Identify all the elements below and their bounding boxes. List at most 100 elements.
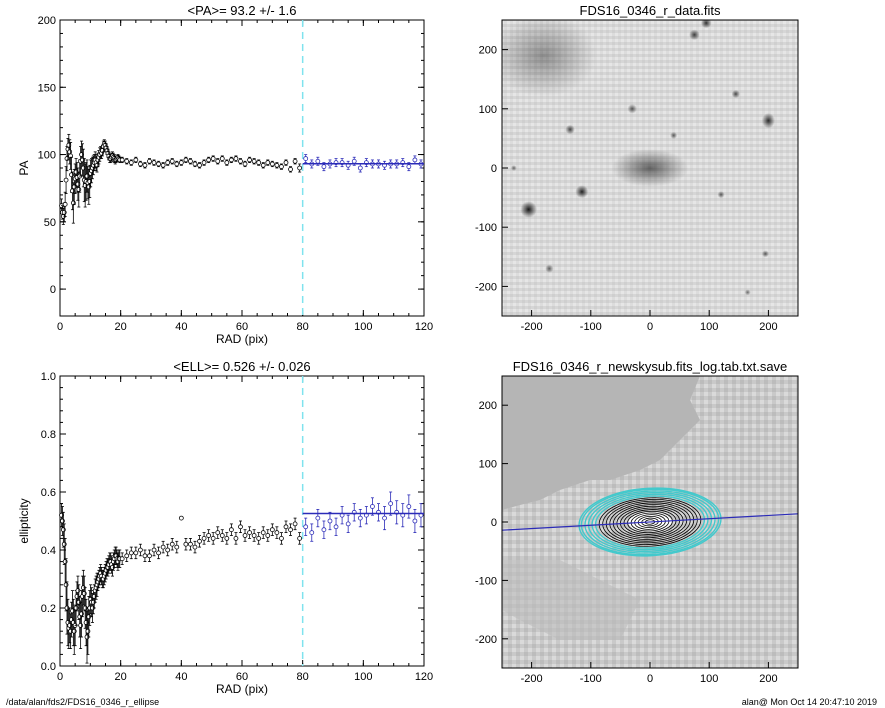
- source-blob: [575, 185, 589, 199]
- data-point: [63, 582, 69, 588]
- data-point: [256, 160, 262, 166]
- data-point: [192, 544, 198, 550]
- data-point: [151, 160, 157, 166]
- data-point: [188, 541, 193, 547]
- data-point: [178, 160, 184, 166]
- source-blob: [611, 149, 689, 187]
- data-point: [59, 512, 64, 518]
- image-content: [502, 376, 798, 668]
- data-point: [61, 209, 67, 215]
- x-tick-label: 60: [236, 321, 248, 333]
- data-point: [345, 521, 351, 527]
- x-tick-label: 0: [57, 671, 63, 683]
- data-point: [67, 623, 73, 628]
- data-point: [137, 161, 143, 167]
- y-tick-label: 0: [491, 163, 497, 175]
- data-point: [256, 536, 262, 541]
- data-point: [178, 515, 184, 521]
- x-tick-label: 20: [115, 321, 127, 333]
- data-point: [169, 158, 175, 164]
- data-point: [69, 172, 74, 178]
- data-point: [215, 530, 221, 535]
- data-point: [206, 533, 212, 538]
- data-point: [288, 166, 293, 172]
- data-point: [309, 530, 315, 535]
- source-blob: [717, 191, 725, 199]
- source-blob: [545, 264, 554, 273]
- x-tick-label: 0: [647, 321, 653, 333]
- data-point: [137, 547, 143, 553]
- y-axis-label: PA: [17, 160, 31, 175]
- data-point: [160, 544, 166, 550]
- data-point: [60, 527, 66, 533]
- data-point: [288, 527, 293, 533]
- source-blob: [565, 124, 575, 135]
- data-point: [357, 515, 363, 521]
- data-point: [156, 550, 161, 556]
- data-point: [228, 157, 234, 163]
- image-title: FDS16_0346_r_newskysub.fits_log.tab.txt.…: [513, 359, 788, 374]
- data-point: [279, 536, 284, 541]
- data-point: [73, 605, 79, 611]
- y-tick-label: 100: [38, 150, 56, 162]
- data-point: [76, 187, 82, 192]
- data-point: [70, 608, 75, 614]
- data-point: [265, 533, 271, 538]
- data-point: [169, 541, 175, 547]
- x-tick-label: 40: [175, 671, 187, 683]
- source-blob: [731, 89, 740, 99]
- data-point: [210, 536, 216, 541]
- x-tick-label: 200: [759, 321, 777, 333]
- y-tick-label: 200: [38, 15, 56, 27]
- pa-profile-panel: 0 20 40 60 80 100 120 0 50 100 150 200 <PA>= 93.2 +/…: [17, 3, 433, 346]
- masked-region: [502, 560, 640, 640]
- data-point: [84, 173, 90, 179]
- x-tick-label: 120: [415, 321, 433, 333]
- data-point: [238, 158, 243, 164]
- y-tick-label: 200: [479, 45, 497, 57]
- data-point: [119, 556, 125, 562]
- data-point: [128, 550, 134, 556]
- source-blob: [670, 131, 678, 139]
- data-point: [303, 156, 309, 161]
- data-point: [251, 158, 257, 164]
- data-point: [303, 524, 309, 530]
- data-point: [128, 160, 134, 166]
- data-point: [197, 538, 202, 544]
- source-blob: [689, 29, 700, 41]
- data-point: [315, 515, 321, 521]
- x-tick-label: -100: [580, 321, 602, 333]
- data-point: [269, 161, 275, 167]
- data-point: [215, 158, 221, 164]
- data-point: [60, 518, 65, 524]
- data-point: [75, 181, 81, 187]
- data-point: [160, 162, 166, 168]
- y-tick-label: 0: [50, 284, 56, 296]
- data-point: [201, 536, 207, 541]
- model-image-panel: -200 -100 0 100 200 -200 -100 0 100 200 FDS16_0346…: [475, 359, 799, 685]
- data-point: [174, 161, 180, 167]
- x-tick-label: 20: [115, 671, 127, 683]
- x-axis-label: RAD (pix): [216, 682, 268, 696]
- data-point: [206, 157, 212, 163]
- y-tick-label: 100: [479, 104, 497, 116]
- data-point: [327, 518, 333, 524]
- image-content: [502, 20, 798, 316]
- data-point: [321, 164, 327, 170]
- data-point: [67, 149, 73, 155]
- x-tick-label: -200: [521, 673, 543, 685]
- major-axis-line: [502, 513, 798, 531]
- y-tick-label: 0.2: [41, 603, 56, 615]
- data-point: [124, 158, 130, 164]
- data-point: [370, 504, 375, 509]
- data-point: [321, 527, 327, 533]
- data-point: [269, 527, 275, 533]
- x-tick-label: -100: [580, 673, 602, 685]
- y-tick-label: 50: [44, 217, 56, 229]
- footer-path: /data/alan/fds2/FDS16_0346_r_ellipse: [6, 697, 160, 707]
- data-point: [79, 611, 84, 617]
- data-point: [133, 550, 139, 556]
- data-point: [260, 162, 266, 168]
- data-point: [183, 541, 189, 547]
- x-tick-label: 120: [415, 671, 433, 683]
